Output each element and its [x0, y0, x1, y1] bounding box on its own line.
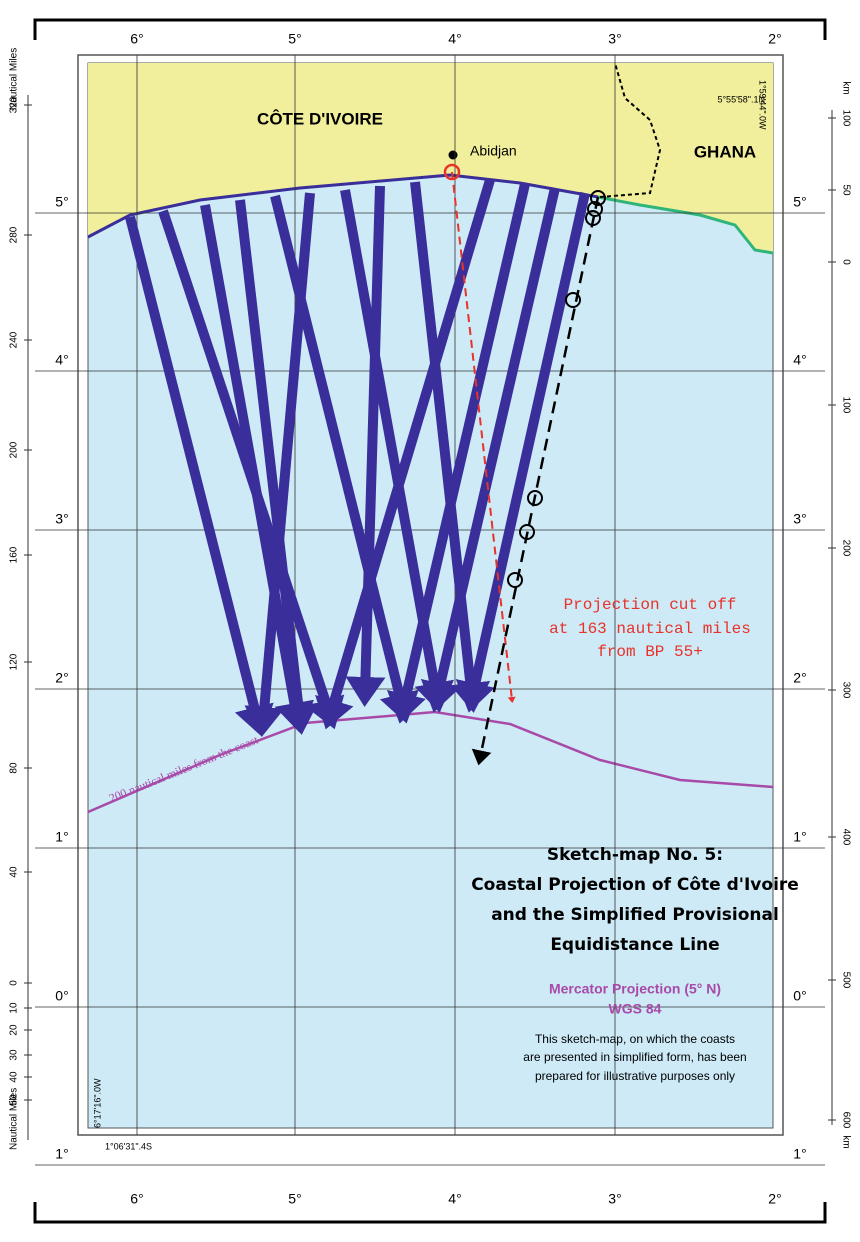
scale-label: 160 — [9, 546, 20, 563]
projection-arrow — [270, 194, 419, 724]
city-label: Abidjan — [470, 143, 517, 159]
legend-note: prepared for illustrative purposes only — [535, 1069, 735, 1083]
turning-point — [527, 490, 543, 506]
scale-label: 50 — [840, 184, 851, 196]
longitude-label: 2° — [768, 1191, 781, 1207]
latitude-label: 4° — [55, 352, 68, 368]
annotation: Projection cut off — [564, 596, 737, 614]
scale-label: 200 — [9, 441, 20, 458]
scale-label: 10 — [9, 1002, 20, 1014]
turning-point — [590, 190, 606, 206]
legend-title: Sketch-map No. 5: — [547, 845, 723, 865]
latitude-label: 5° — [55, 194, 68, 210]
latitude-label: 1° — [55, 1146, 68, 1162]
latitude-label: 1° — [793, 1146, 806, 1162]
frame — [33, 18, 827, 1224]
projection-arrow — [410, 181, 491, 713]
turning-point — [519, 524, 535, 540]
scales: 6° 6° 5° 5° 4° 4° 3° 3° 2° 2° 5° 5° 4° 4° 3° 3° 2° 2° 1° 1°… — [9, 31, 852, 1207]
scale-title: Nautical Miles — [9, 1088, 20, 1150]
latitude-label: 5° — [793, 194, 806, 210]
scale-label: 30 — [9, 1049, 20, 1061]
latitude-label: 1° — [793, 829, 806, 845]
scale-label: 400 — [840, 829, 851, 846]
projection-arrow — [455, 191, 590, 713]
legend-title: Coastal Projection of Côte d'Ivoire — [471, 875, 799, 895]
legend-title: and the Simplified Provisional — [491, 905, 779, 925]
scale-title: km — [840, 81, 851, 94]
latitude-label: 3° — [55, 511, 68, 527]
corner-label: 6°17'16".0W — [92, 1078, 102, 1128]
scale-label: 0 — [9, 980, 20, 986]
annotation: from BP 55+ — [597, 643, 703, 661]
corner-label: 1°06'31".4S — [105, 1141, 152, 1151]
scale-label: 40 — [9, 1071, 20, 1083]
scale-label: 0 — [840, 259, 851, 265]
scale-label: 300 — [840, 682, 851, 699]
latitude-label: 0° — [793, 988, 806, 1004]
longitude-label: 6° — [130, 31, 143, 47]
projection-arrow — [345, 185, 386, 707]
scale-label: 240 — [9, 331, 20, 348]
scale-label: 50 — [9, 1094, 20, 1106]
country-label: GHANA — [694, 142, 756, 161]
latitude-label: 3° — [793, 511, 806, 527]
latitude-label: 2° — [55, 670, 68, 686]
longitude-label: 3° — [608, 31, 621, 47]
scale-label: 80 — [9, 762, 20, 774]
scale-label: 100 — [840, 397, 851, 414]
turning-point — [507, 572, 523, 588]
longitude-label: 3° — [608, 1191, 621, 1207]
turning-point — [585, 210, 601, 226]
projection-arrow — [235, 199, 319, 735]
scale-label: 320 — [9, 96, 20, 113]
scale-label: 100 — [840, 110, 851, 127]
latitude-label: 0° — [55, 988, 68, 1004]
scale-label: 20 — [9, 1024, 20, 1036]
scale-label: 280 — [9, 226, 20, 243]
legend-note: This sketch-map, on which the coasts — [535, 1032, 735, 1046]
projection-arrow — [125, 215, 274, 737]
legend-projection: WGS 84 — [609, 1001, 662, 1017]
scale-label: 500 — [840, 972, 851, 989]
scale-label: 200 — [840, 540, 851, 557]
latitude-label: 4° — [793, 352, 806, 368]
longitude-label: 4° — [448, 1191, 461, 1207]
projection-arrow — [420, 186, 560, 713]
latitude-label: 1° — [55, 829, 68, 845]
turning-point — [565, 292, 581, 308]
scale-title: Nautical Miles — [9, 48, 20, 110]
legend-note: are presented in simplified form, has be… — [523, 1050, 746, 1064]
annotation: at 163 nautical miles — [549, 620, 751, 638]
longitude-label: 4° — [448, 31, 461, 47]
scale-label: 600 — [840, 1112, 851, 1129]
legend-projection: Mercator Projection (5° N) — [549, 981, 721, 997]
legend-title: Equidistance Line — [550, 935, 719, 955]
projection-arrow — [386, 182, 530, 724]
corner-label: 1°59'44".0W — [758, 80, 768, 130]
scale-label: 40 — [9, 866, 20, 878]
longitude-label: 5° — [288, 31, 301, 47]
longitude-label: 5° — [288, 1191, 301, 1207]
corner-label: 5°55'58".1N — [717, 94, 765, 104]
projection-arrow — [244, 192, 315, 737]
turning-point — [587, 201, 603, 217]
longitude-label: 6° — [130, 1191, 143, 1207]
country-label: CÔTE D'IVOIRE — [257, 109, 383, 128]
longitude-label: 2° — [768, 31, 781, 47]
latitude-label: 2° — [793, 670, 806, 686]
projection-arrow — [200, 204, 315, 733]
scale-label: 120 — [9, 653, 20, 670]
scale-title: km — [840, 1135, 851, 1148]
